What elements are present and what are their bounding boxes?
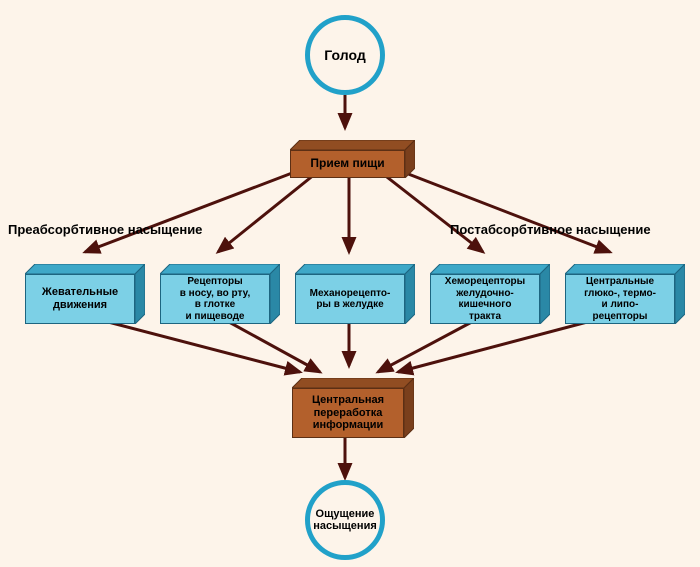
node-b1: Жевательные движения	[25, 264, 145, 324]
node-hunger-label: Голод	[324, 47, 365, 63]
node-proc: Центральная переработка информации	[292, 378, 414, 438]
node-b2-label: Рецепторы в носу, во рту, в глотке и пищ…	[160, 274, 270, 324]
section-label-preabs: Преабсорбтивное насыщение	[8, 222, 202, 237]
node-b2: Рецепторы в носу, во рту, в глотке и пищ…	[160, 264, 280, 324]
node-intake-label: Прием пищи	[290, 150, 405, 178]
node-b5: Центральные глюко-, термо- и липо- рецеп…	[565, 264, 685, 324]
node-b3: Механорецепто- ры в желудке	[295, 264, 415, 324]
node-hunger: Голод	[305, 15, 385, 95]
node-b4-label: Хеморецепторы желудочно- кишечного тракт…	[430, 274, 540, 324]
section-label-postabs: Постабсорбтивное насыщение	[450, 222, 651, 237]
node-satiety: Ощущение насыщения	[305, 480, 385, 560]
node-b5-label: Центральные глюко-, термо- и липо- рецеп…	[565, 274, 675, 324]
node-proc-label: Центральная переработка информации	[292, 388, 404, 438]
flowchart-canvas: Голод Ощущение насыщения Прием пищи Централ…	[0, 0, 700, 567]
node-b4: Хеморецепторы желудочно- кишечного тракт…	[430, 264, 550, 324]
node-b3-label: Механорецепто- ры в желудке	[295, 274, 405, 324]
node-satiety-label: Ощущение насыщения	[313, 508, 377, 532]
node-intake: Прием пищи	[290, 140, 415, 178]
node-b1-label: Жевательные движения	[25, 274, 135, 324]
